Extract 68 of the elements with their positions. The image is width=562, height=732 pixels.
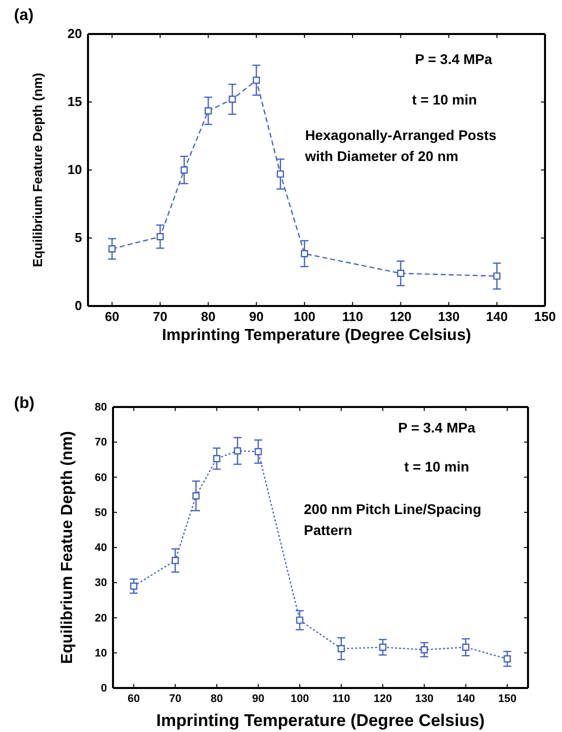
y-tick-label: 30 [94,577,107,590]
annotation: 200 nm Pitch Line/Spacing Pattern [304,500,482,538]
x-tick-label: 130 [415,692,434,705]
x-tick-label: 130 [438,309,460,324]
x-tick-label: 110 [332,692,350,705]
point [379,644,386,651]
point [493,272,500,280]
y-tick-label: 10 [94,647,107,660]
y-tick-label: 10 [68,162,82,178]
point [300,250,308,258]
point [338,645,345,652]
y-axis-title: Equilibrium Featue Depth (nm) [59,431,76,664]
annotation: t = 10 min [412,92,477,108]
annotation: P = 3.4 MPa [415,50,492,67]
x-tick-label: 90 [249,309,264,324]
x-tick-label: 100 [294,309,316,324]
x-tick-label: 60 [128,692,140,705]
point [228,96,236,103]
x-tick-label: 120 [374,692,392,705]
x-tick-label: 150 [498,692,516,705]
point [130,582,138,590]
point [504,655,511,662]
point [397,270,404,277]
point [420,646,428,654]
point [254,448,262,456]
point [462,644,470,651]
y-tick-label: 50 [94,506,107,519]
y-tick-label: 20 [68,26,82,42]
x-tick-label: 80 [210,692,223,705]
x-tick-label: 150 [534,309,556,324]
point [156,233,164,240]
y-tick-label: 20 [94,612,107,624]
point [296,616,304,624]
y-tick-label: 70 [94,436,107,449]
point [213,455,220,462]
x-axis-title: Imprinting Temperature (Degree Celsius) [156,711,485,730]
x-tick-label: 120 [390,309,412,324]
chart-title: (b) [14,395,34,412]
y-tick-label: 15 [68,94,82,110]
annotation: Hexagonally-Arranged Posts with Diameter of 20 nm [304,127,497,164]
y-tick-label: 40 [94,542,107,554]
annotation: P = 3.4 MPa [398,419,476,436]
x-tick-label: 70 [169,692,182,705]
x-tick-label: 100 [290,692,309,705]
point [252,76,260,84]
x-tick-label: 70 [152,309,168,324]
x-tick-label: 140 [486,309,508,324]
y-tick-label: 80 [94,402,107,414]
x-axis-title: Imprinting Temperature (Degree Celsius) [162,327,472,344]
x-tick-label: 60 [104,309,120,324]
point [108,245,116,252]
annotation: t = 10 min [404,458,470,475]
y-tick-label: 60 [94,472,107,484]
point [180,166,188,174]
y-tick-label: 5 [74,230,82,246]
point [276,170,284,178]
x-tick-label: 80 [201,309,216,324]
chart-title: (a) [14,7,34,24]
point [192,492,200,500]
point [234,447,242,455]
y-axis-title: Equilibrium Feature Depth (nm) [30,72,45,268]
y-tick-label: 0 [74,298,82,314]
point [204,107,212,114]
x-tick-label: 140 [456,692,475,705]
point [172,556,179,564]
x-tick-label: 110 [342,309,364,324]
x-tick-label: 90 [252,692,264,705]
y-tick-label: 0 [100,682,107,695]
